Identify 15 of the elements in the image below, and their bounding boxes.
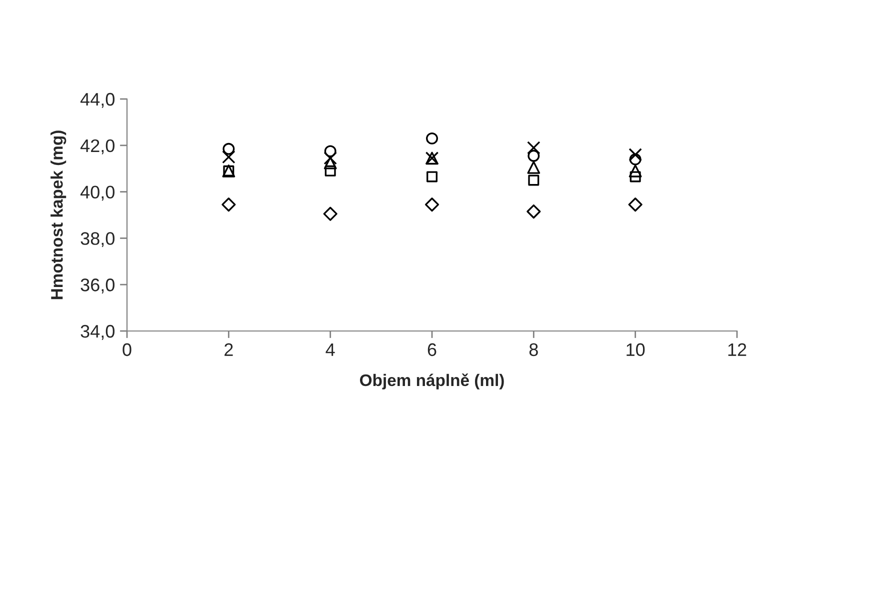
x-tick-label: 10 bbox=[626, 343, 645, 356]
y-tick-label: 36,0 bbox=[80, 278, 114, 294]
x-tick-label: 8 bbox=[529, 343, 538, 356]
x-tick-label: 4 bbox=[326, 343, 335, 356]
x-tick-label: 6 bbox=[428, 343, 436, 356]
x-axis-title: Objem náplně (ml) bbox=[360, 374, 504, 390]
y-tick-label: 44,0 bbox=[80, 92, 114, 108]
y-tick-label: 38,0 bbox=[80, 232, 114, 248]
y-tick-label: 34,0 bbox=[80, 324, 114, 340]
y-tick-label: 42,0 bbox=[80, 139, 114, 154]
y-tick-label: 40,0 bbox=[80, 186, 114, 201]
y-axis-title: Hmotnost kapek (mg) bbox=[50, 130, 66, 300]
x-tick-label: 2 bbox=[224, 343, 233, 356]
x-tick-label: 12 bbox=[728, 343, 746, 356]
x-tick-label: 0 bbox=[122, 343, 132, 356]
